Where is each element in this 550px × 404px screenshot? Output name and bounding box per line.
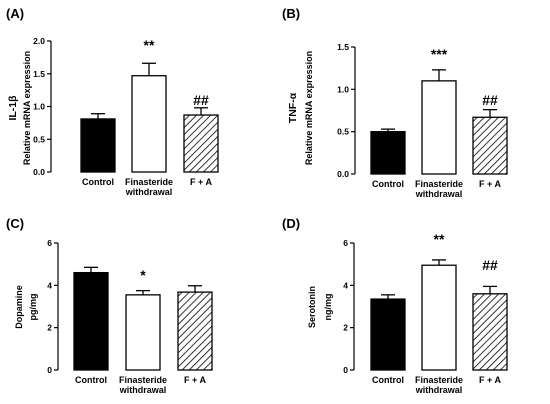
y-axis-label: Relative mRNA expression	[22, 51, 32, 165]
y-tick-label: 1.5	[33, 69, 45, 79]
bar-3	[177, 291, 213, 371]
category-label: withdrawal	[415, 385, 463, 395]
y-tick-label: 1.5	[337, 42, 349, 52]
category-label: F + A	[479, 179, 501, 189]
significance-marker: **	[434, 231, 445, 247]
y-axis-label: IL-1β	[7, 95, 19, 121]
y-tick-label: 0.0	[33, 167, 45, 177]
panel-label: (A)	[6, 6, 24, 21]
category-label: F + A	[479, 375, 501, 385]
significance-marker: **	[144, 37, 155, 53]
category-label: withdrawal	[415, 189, 463, 199]
category-label: Control	[75, 375, 107, 385]
panel-label: (D)	[282, 216, 300, 231]
category-label: Finasteride	[415, 179, 463, 189]
y-tick-label: 0.0	[337, 169, 349, 179]
bar-1	[370, 131, 406, 175]
y-tick-label: 6	[47, 238, 52, 248]
significance-marker: ***	[431, 46, 448, 62]
category-label: F + A	[190, 177, 212, 187]
bar-2	[421, 264, 457, 371]
category-label: Finasteride	[119, 375, 167, 385]
category-label: Control	[372, 375, 404, 385]
significance-marker: ##	[193, 92, 209, 108]
y-tick-label: 0.5	[33, 134, 45, 144]
y-tick-label: 0	[343, 365, 348, 375]
category-label: withdrawal	[125, 187, 173, 197]
category-label: Finasteride	[125, 177, 173, 187]
y-axis-label: Dopamine	[14, 285, 24, 329]
panel-b: (B) TNF-α Relative mRNA expression 0.0 0.5 1.…	[282, 6, 508, 199]
significance-marker: *	[140, 267, 146, 283]
category-label: Finasteride	[415, 375, 463, 385]
y-axis-label: Serotonin	[307, 286, 317, 328]
significance-marker: ##	[482, 257, 498, 273]
y-tick-label: 0	[47, 365, 52, 375]
y-axis-label: Relative mRNA expression	[304, 51, 314, 165]
panel-c: (C) Dopamine pg/mg 0 2 4 6 Control * Finasteridew…	[6, 216, 213, 395]
significance-marker: ##	[482, 92, 498, 108]
y-axis-label: TNF-α	[287, 92, 299, 123]
category-label: Control	[372, 179, 404, 189]
bar-3	[472, 116, 508, 175]
bar-3	[183, 114, 219, 173]
y-tick-label: 0.5	[337, 127, 349, 137]
y-tick-label: 4	[47, 280, 52, 290]
panel-d: (D) Serotonin ng/mg 0 2 4 6 Control ** Finasterid…	[282, 216, 508, 395]
category-label: Control	[82, 177, 114, 187]
panel-label: (C)	[6, 216, 24, 231]
bar-2	[421, 80, 457, 175]
bar-3	[472, 293, 508, 371]
bar-2	[125, 294, 161, 371]
y-tick-label: 6	[343, 238, 348, 248]
y-tick-label: 2	[343, 323, 348, 333]
y-tick-label: 2	[47, 323, 52, 333]
y-tick-label: 4	[343, 280, 348, 290]
y-tick-label: 2.0	[33, 36, 45, 46]
y-tick-label: 1.0	[337, 84, 349, 94]
bar-1	[80, 118, 116, 173]
y-tick-label: 1.0	[33, 102, 45, 112]
y-axis-label: pg/mg	[28, 294, 38, 321]
y-axis-label: ng/mg	[323, 294, 333, 321]
bar-2	[131, 75, 167, 173]
panel-label: (B)	[282, 6, 300, 21]
bar-1	[73, 271, 109, 371]
category-label: F + A	[184, 375, 206, 385]
category-label: withdrawal	[119, 385, 167, 395]
bar-1	[370, 298, 406, 371]
